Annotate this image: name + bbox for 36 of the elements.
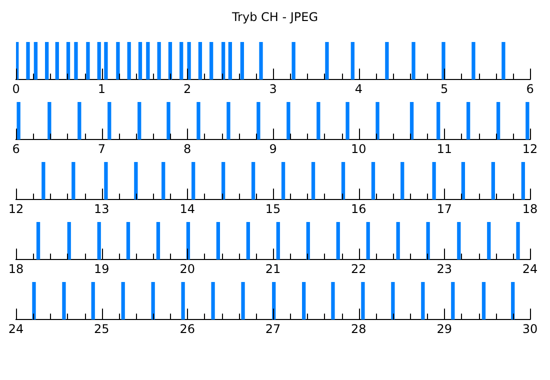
x-tick-label: 15 [265,202,281,216]
x-tick-label: 9 [269,142,277,156]
x-tick-label: 20 [180,262,195,276]
x-tick-label: 13 [94,202,110,216]
x-tick-label: 30 [522,322,538,336]
x-tick-label: 21 [265,262,281,276]
x-tick-label: 11 [436,142,452,156]
x-tick-label: 23 [436,262,452,276]
x-tick-label: 14 [180,202,195,216]
x-tick-label: 5 [440,82,448,96]
x-tick-label: 25 [94,322,110,336]
x-tick-label: 7 [98,142,106,156]
x-tick-label: 6 [12,142,20,156]
x-tick-label: 2 [184,82,192,96]
x-tick-label: 16 [351,202,366,216]
x-tick-label: 18 [522,202,538,216]
x-tick-label: 12 [8,202,24,216]
x-tick-label: 8 [184,142,192,156]
x-tick-label: 24 [8,322,24,336]
x-tick-label: 18 [8,262,24,276]
x-tick-label: 6 [526,82,534,96]
x-tick-label: 29 [436,322,452,336]
x-tick-label: 26 [180,322,195,336]
x-tick-label: 28 [351,322,366,336]
x-tick-label: 17 [436,202,452,216]
x-tick-label: 27 [265,322,281,336]
x-tick-label: 1 [98,82,106,96]
chart-title: Tryb CH - JPEG [230,9,320,26]
x-tick-label: 12 [522,142,538,156]
x-tick-label: 24 [522,262,538,276]
x-tick-label: 22 [351,262,366,276]
x-tick-label: 0 [12,82,20,96]
x-tick-label: 4 [354,82,362,96]
x-tick-label: 19 [94,262,110,276]
x-tick-label: 3 [269,82,277,96]
x-tick-label: 10 [351,142,366,156]
